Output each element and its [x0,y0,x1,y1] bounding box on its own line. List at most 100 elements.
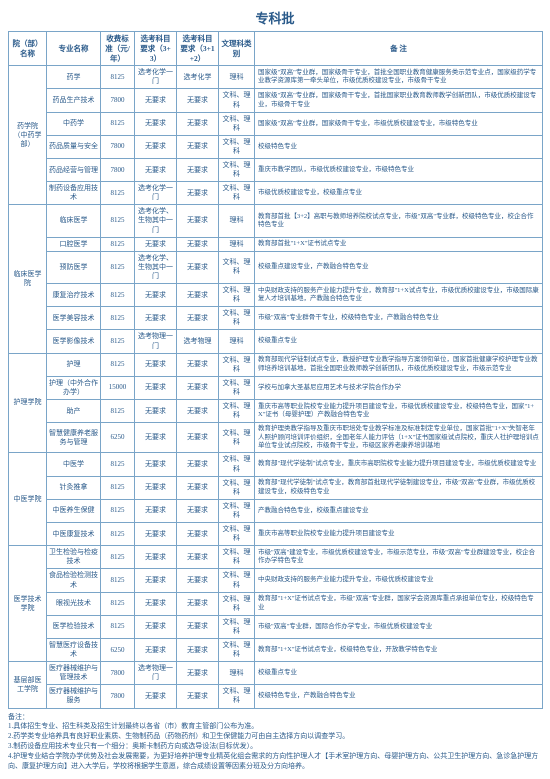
fee-cell: 8125 [101,182,135,205]
remark-cell: 国家级"双高"专业群，国家级骨干专业，市级优质校建设专业，市级特色专业 [255,112,543,135]
cat-cell: 文科、理科 [219,638,255,661]
note-2: 2.药学类专业培养具有良好职业素质、生物制药品（药物药剂）和卫生保健能力可由自主… [8,732,542,742]
r312-cell: 无要求 [177,546,219,569]
r312-cell: 无要求 [177,638,219,661]
r33-cell: 选考物理一门 [135,330,177,353]
dept-cell: 临床医学院 [9,205,47,353]
table-row: 眼视光技术8125无要求无要求文科、理科教育部"1+X"证书试点专业，市级"双高… [9,592,543,615]
major-cell: 药品生产技术 [47,89,101,112]
table-row: 智慧医疗设备技术6250无要求无要求文科、理科教育部"1+X"证书试点专业，校级… [9,638,543,661]
remark-cell: 教育部"1+X"证书试点专业，市级"双高"专业群，国家学会资源库重点承担单位专业… [255,592,543,615]
col-category: 文理科类别 [219,32,255,66]
major-cell: 制药设备应用技术 [47,182,101,205]
fee-cell: 8125 [101,476,135,499]
major-cell: 中医养生保健 [47,499,101,522]
r312-cell: 无要求 [177,662,219,685]
remark-cell: 产教融合特色专业，校级重点建设专业 [255,499,543,522]
table-row: 护理学院护理8125无要求无要求文科、理科教育部现代学徒制试点专业，教授护理专业… [9,353,543,376]
r312-cell: 选考化学 [177,66,219,89]
r312-cell: 无要求 [177,376,219,399]
major-cell: 药学 [47,66,101,89]
table-row: 助产8125无要求无要求文科、理科重庆市高等职业院校专业能力提升项目建设专业，市… [9,399,543,422]
fee-cell: 7800 [101,662,135,685]
table-row: 医学检验技术8125无要求无要求文科、理科市级"双高"专业群，国际合作办学专业，… [9,615,543,638]
major-cell: 眼视光技术 [47,592,101,615]
major-cell: 智慧医疗设备技术 [47,638,101,661]
remark-cell: 教育部首批"1+X"证书试点专业 [255,237,543,251]
remark-cell: 校级特色专业 [255,135,543,158]
major-cell: 中药学 [47,112,101,135]
remark-cell: 教育部"现代学徒制"试点专业，教育部首批现代学徒制建设专业，市级"双高"专业群，… [255,476,543,499]
r33-cell: 无要求 [135,615,177,638]
remark-cell: 教育部现代学徒制试点专业，教授护理专业教学指导方案领衔单位，国家首批健康学校护理… [255,353,543,376]
cat-cell: 文科、理科 [219,476,255,499]
remark-cell: 教育部"1+X"证书试点专业，校级特色专业，开放教学特色专业 [255,638,543,661]
cat-cell: 文科、理科 [219,615,255,638]
major-cell: 医学影像技术 [47,330,101,353]
r33-cell: 选考化学一门 [135,66,177,89]
table-row: 中医学院中医学8125无要求无要求文科、理科教育部"现代学徒制"试点专业，重庆市… [9,453,543,476]
major-cell: 康复治疗技术 [47,284,101,307]
table-row: 药品经营与管理7800无要求无要求文科、理科重庆市教学团队，市级优质校建设专业，… [9,159,543,182]
r33-cell: 无要求 [135,112,177,135]
cat-cell: 文科、理科 [219,112,255,135]
r312-cell: 无要求 [177,89,219,112]
r312-cell: 无要求 [177,135,219,158]
cat-cell: 理科 [219,662,255,685]
dept-cell: 护理学院 [9,353,47,453]
major-cell: 医学美容技术 [47,307,101,330]
r33-cell: 无要求 [135,499,177,522]
r312-cell: 无要求 [177,569,219,592]
r312-cell: 无要求 [177,476,219,499]
fee-cell: 8125 [101,353,135,376]
cat-cell: 文科、理科 [219,353,255,376]
r33-cell: 无要求 [135,159,177,182]
fee-cell: 7800 [101,135,135,158]
cat-cell: 文科、理科 [219,399,255,422]
table-row: 医学影像技术8125选考物理一门选考物理理科校级重点专业 [9,330,543,353]
cat-cell: 文科、理科 [219,453,255,476]
fee-cell: 8125 [101,251,135,283]
col-req33: 选考科目要求（3+3） [135,32,177,66]
cat-cell: 理科 [219,205,255,237]
r33-cell: 选考化学、生物其中一门 [135,205,177,237]
table-row: 中医养生保健8125无要求无要求文科、理科产教融合特色专业，校级重点建设专业 [9,499,543,522]
r33-cell: 无要求 [135,569,177,592]
remark-cell: 重庆市教学团队，市级优质校建设专业，市级特色专业 [255,159,543,182]
remark-cell: 校级特色专业，产教融合特色专业 [255,685,543,708]
cat-cell: 文科、理科 [219,159,255,182]
r312-cell: 无要求 [177,237,219,251]
major-cell: 医疗器械维护与服务 [47,685,101,708]
fee-cell: 7800 [101,159,135,182]
remark-cell: 中央财政支持的服务产业能力提升专业，市级优质校建设专业 [255,569,543,592]
remark-cell: 重庆市高等职业院校专业能力提升项目建设专业 [255,523,543,546]
remark-cell: 重庆市高等职业院校专业能力提升项目建设专业，市级优质校建设专业，校级特色专业，国… [255,399,543,422]
fee-cell: 8125 [101,523,135,546]
remark-cell: 市级优质校建设专业，校级重点专业 [255,182,543,205]
col-remark: 备 注 [255,32,543,66]
major-cell: 食品检验检测技术 [47,569,101,592]
cat-cell: 文科、理科 [219,284,255,307]
fee-cell: 8125 [101,330,135,353]
cat-cell: 理科 [219,237,255,251]
notes-block: 备注： 1.具体招生专业、招生科类及招生计划最终以各省（市）教育主管部门公布为准… [8,713,542,772]
note-4: 4.护理专业结合学院办学优势及社会发展需要，为更好培养护理专业精英化组会需求的方… [8,752,542,772]
major-cell: 中医学 [47,453,101,476]
cat-cell: 文科、理科 [219,376,255,399]
cat-cell: 文科、理科 [219,569,255,592]
r33-cell: 无要求 [135,423,177,453]
cat-cell: 文科、理科 [219,182,255,205]
r312-cell: 无要求 [177,182,219,205]
table-row: 中医康复技术8125无要求无要求文科、理科重庆市高等职业院校专业能力提升项目建设… [9,523,543,546]
r33-cell: 无要求 [135,546,177,569]
r312-cell: 无要求 [177,353,219,376]
r33-cell: 无要求 [135,523,177,546]
table-row: 医学技术学院卫生检验与检疫技术8125无要求无要求文科、理科市级"双高"建设专业… [9,546,543,569]
major-cell: 药品经营与管理 [47,159,101,182]
table-row: 口腔医学8125无要求无要求理科教育部首批"1+X"证书试点专业 [9,237,543,251]
r312-cell: 选考物理 [177,330,219,353]
table-row: 药品质量与安全7800无要求无要求文科、理科校级特色专业 [9,135,543,158]
r33-cell: 无要求 [135,638,177,661]
r312-cell: 无要求 [177,615,219,638]
fee-cell: 8125 [101,499,135,522]
